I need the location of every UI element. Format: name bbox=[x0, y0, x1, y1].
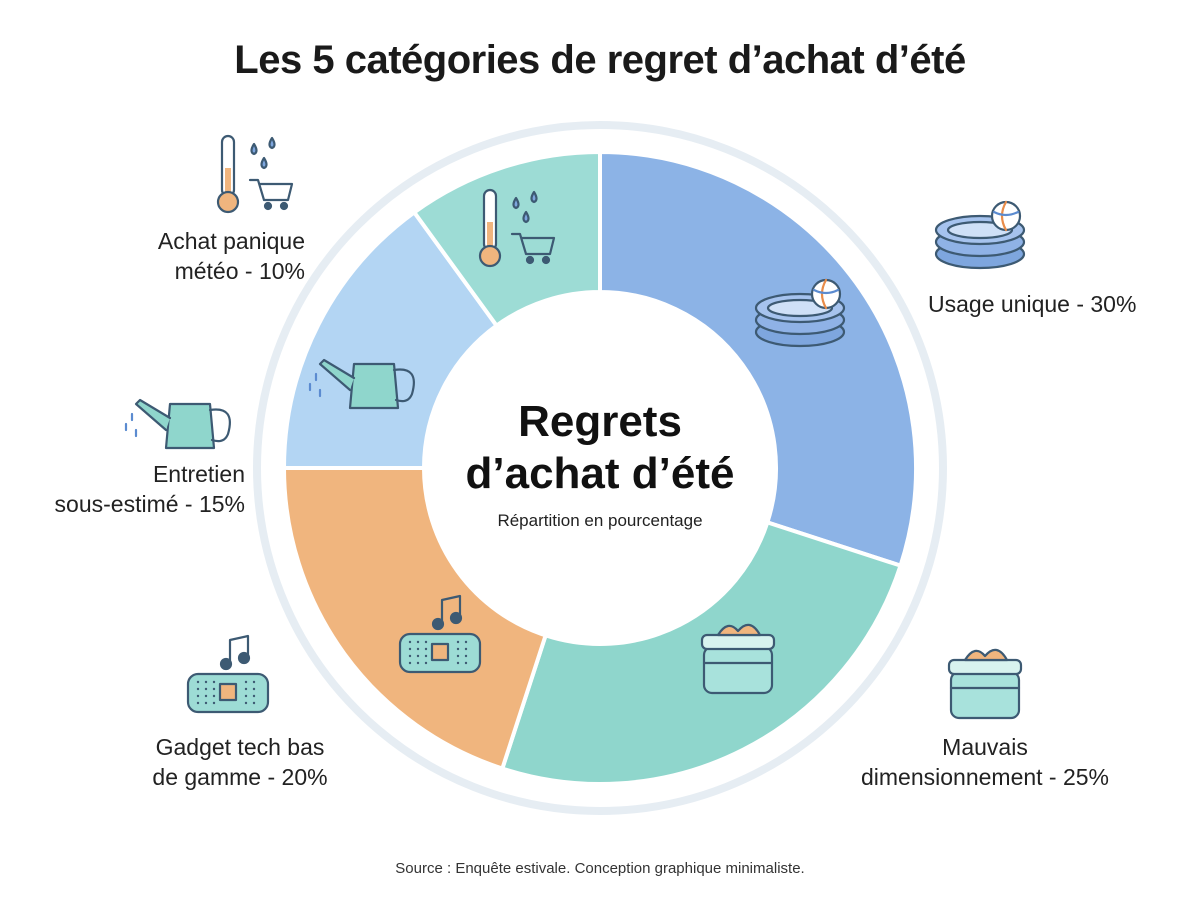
slice-label: Gadget tech bas de gamme - 20% bbox=[115, 732, 365, 792]
center-title-line1: Regrets bbox=[518, 397, 682, 446]
watering-can-icon bbox=[124, 398, 231, 450]
chart-title: Les 5 catégories de regret d’achat d’été bbox=[234, 38, 966, 82]
slice-label: Entretien sous-estimé - 15% bbox=[15, 459, 245, 519]
pool-icon bbox=[754, 278, 846, 348]
cooler-icon bbox=[700, 623, 776, 695]
slice-label-line: Entretien bbox=[152, 461, 245, 487]
slice-label: Usage unique - 30% bbox=[928, 289, 1188, 319]
speaker-icon bbox=[398, 594, 482, 674]
center-title-line2: d’achat d’été bbox=[466, 449, 735, 498]
slice-label-line: dimensionnement - 25% bbox=[860, 764, 1110, 790]
speaker-icon bbox=[186, 634, 270, 714]
outer-ring bbox=[253, 121, 947, 815]
thermometer-cart-icon bbox=[216, 134, 294, 214]
watering-can-icon bbox=[308, 358, 415, 410]
slice-label: Achat panique météo - 10% bbox=[60, 226, 305, 286]
slice-label-line: Usage unique - 30% bbox=[928, 291, 1137, 317]
thermometer-cart-icon bbox=[478, 188, 556, 268]
slice-label-line: sous-estimé - 15% bbox=[54, 491, 245, 517]
slice-label-line: de gamme - 20% bbox=[152, 764, 328, 790]
cooler-icon bbox=[947, 648, 1023, 720]
donut-slice bbox=[598, 149, 918, 569]
slice-label: Mauvais dimensionnement - 25% bbox=[820, 732, 1150, 792]
center-subtitle: Répartition en pourcentage bbox=[497, 511, 702, 530]
source-note: Source : Enquête estivale. Conception gr… bbox=[395, 860, 805, 877]
slice-label-line: météo - 10% bbox=[174, 258, 305, 284]
pool-icon bbox=[934, 200, 1026, 270]
donut-slice bbox=[281, 466, 549, 772]
slice-label-line: Mauvais bbox=[942, 734, 1028, 760]
slice-label-line: Gadget tech bas bbox=[155, 734, 325, 760]
center-hole bbox=[424, 292, 776, 644]
slice-label-line: Achat panique bbox=[157, 228, 305, 254]
donut-slice bbox=[499, 519, 904, 786]
